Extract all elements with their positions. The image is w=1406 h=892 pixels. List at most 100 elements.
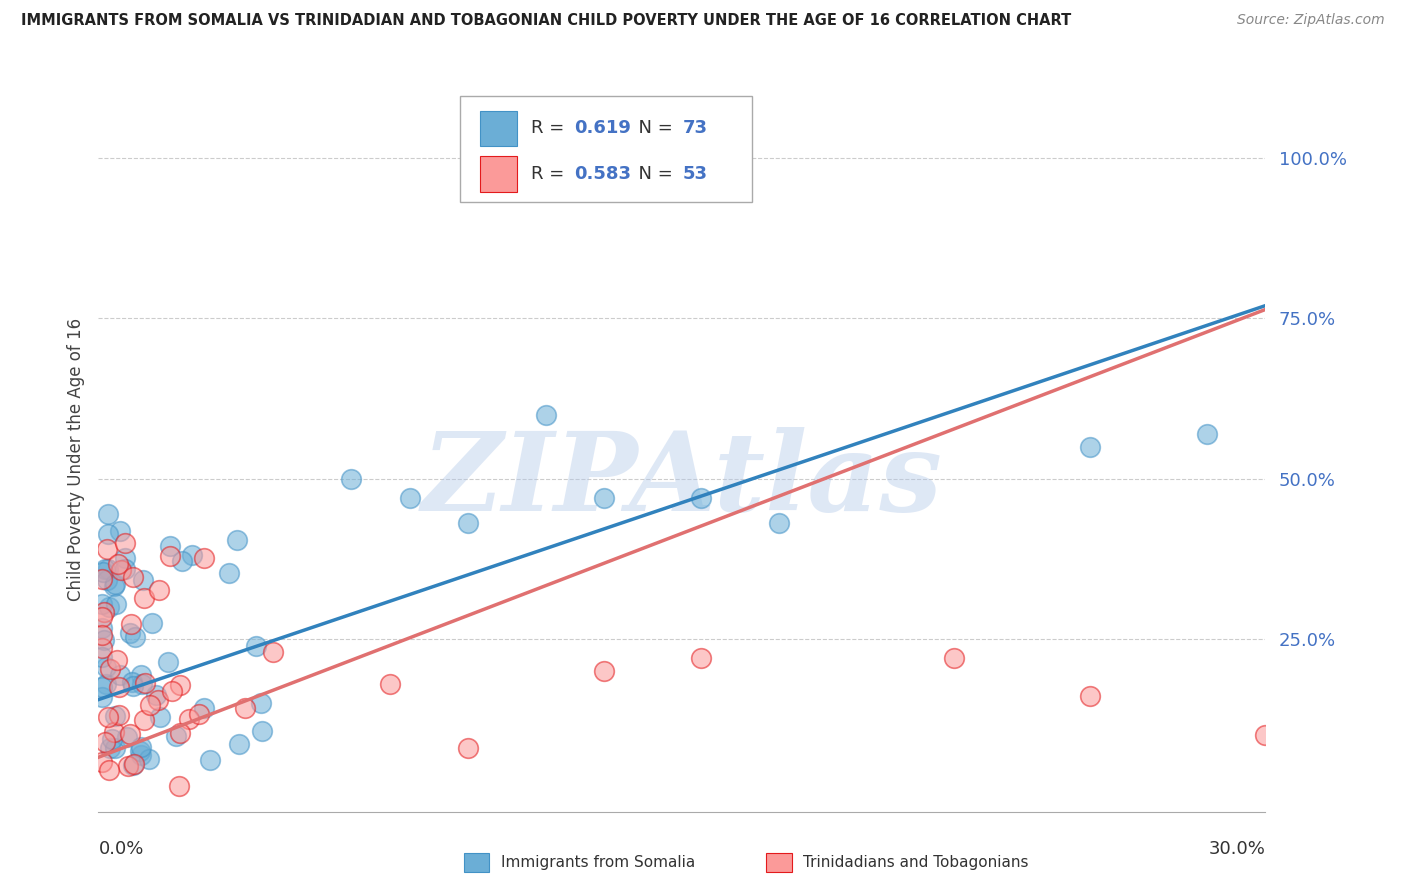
Point: [169, 678, 191, 692]
Point: [105, 653, 128, 667]
Text: 0.583: 0.583: [575, 165, 631, 183]
Point: [181, 548, 204, 562]
Point: [534, 408, 557, 422]
Point: [120, 616, 142, 631]
Point: [107, 708, 129, 723]
Point: [91, 640, 114, 655]
Point: [160, 683, 183, 698]
Point: [98, 740, 121, 755]
Point: [94, 562, 117, 576]
Point: [188, 706, 211, 721]
FancyBboxPatch shape: [460, 96, 752, 202]
Text: 0.0%: 0.0%: [98, 840, 143, 858]
Point: [157, 655, 180, 669]
Point: [690, 651, 713, 665]
Point: [91, 628, 114, 642]
Point: [141, 615, 163, 630]
Point: [768, 516, 790, 531]
Point: [114, 550, 136, 565]
Point: [101, 732, 124, 747]
Text: R =: R =: [531, 120, 571, 137]
Point: [103, 579, 125, 593]
Point: [132, 591, 155, 606]
Point: [97, 507, 120, 521]
Point: [1080, 440, 1102, 454]
Point: [148, 582, 170, 597]
Point: [91, 650, 114, 665]
Point: [110, 563, 132, 577]
Text: 0.619: 0.619: [575, 120, 631, 137]
Point: [110, 524, 132, 538]
Point: [129, 743, 152, 757]
Text: 73: 73: [683, 120, 709, 137]
Point: [250, 723, 273, 738]
Point: [114, 562, 136, 576]
Point: [91, 610, 114, 624]
Point: [122, 758, 145, 772]
Point: [91, 690, 114, 705]
Point: [167, 779, 190, 793]
Point: [169, 726, 191, 740]
Point: [1254, 728, 1277, 742]
Point: [94, 735, 117, 749]
Point: [120, 726, 142, 740]
Point: [120, 626, 142, 640]
Point: [159, 539, 181, 553]
Point: [121, 569, 143, 583]
Point: [124, 630, 146, 644]
Point: [165, 729, 187, 743]
Text: IMMIGRANTS FROM SOMALIA VS TRINIDADIAN AND TOBAGONIAN CHILD POVERTY UNDER THE AG: IMMIGRANTS FROM SOMALIA VS TRINIDADIAN A…: [21, 13, 1071, 29]
Point: [131, 676, 153, 690]
Point: [103, 724, 125, 739]
Text: Trinidadians and Tobagonians: Trinidadians and Tobagonians: [803, 855, 1028, 870]
Point: [134, 713, 156, 727]
Point: [148, 693, 170, 707]
Point: [340, 472, 363, 486]
Point: [91, 572, 114, 586]
Point: [104, 597, 127, 611]
Text: N =: N =: [627, 165, 679, 183]
Point: [129, 740, 152, 755]
Point: [96, 573, 118, 587]
Point: [177, 712, 200, 726]
Point: [534, 151, 557, 165]
Point: [457, 740, 479, 755]
Point: [103, 740, 125, 755]
Point: [457, 516, 479, 531]
Point: [108, 668, 131, 682]
Y-axis label: Child Poverty Under the Age of 16: Child Poverty Under the Age of 16: [66, 318, 84, 601]
Point: [228, 737, 250, 751]
Text: Immigrants from Somalia: Immigrants from Somalia: [501, 855, 695, 870]
Point: [93, 633, 115, 648]
Point: [1080, 690, 1102, 704]
Point: [115, 730, 138, 744]
Point: [245, 639, 267, 653]
Text: R =: R =: [531, 165, 571, 183]
Text: N =: N =: [627, 120, 679, 137]
Point: [218, 566, 240, 581]
Point: [98, 662, 121, 676]
Point: [121, 675, 143, 690]
Point: [134, 675, 156, 690]
FancyBboxPatch shape: [479, 111, 517, 145]
Point: [98, 763, 121, 777]
Point: [131, 573, 153, 587]
Point: [122, 757, 145, 772]
Point: [93, 605, 115, 619]
Point: [97, 527, 120, 541]
Point: [193, 551, 215, 566]
Point: [97, 562, 120, 576]
Point: [138, 752, 160, 766]
Text: 53: 53: [683, 165, 709, 183]
Point: [262, 644, 284, 658]
Point: [145, 688, 167, 702]
Point: [97, 710, 120, 724]
Point: [104, 709, 127, 723]
Point: [398, 491, 420, 505]
FancyBboxPatch shape: [479, 156, 517, 192]
Point: [107, 557, 129, 571]
Point: [121, 679, 143, 693]
Point: [117, 758, 139, 772]
Point: [104, 577, 127, 591]
Point: [170, 554, 193, 568]
